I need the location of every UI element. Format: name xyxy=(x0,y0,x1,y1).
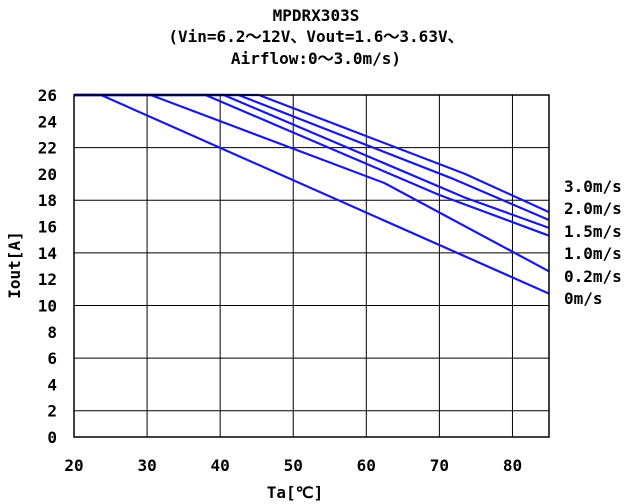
series-labels: 3.0m/s 2.0m/s 1.5m/s 1.0m/s 0.2m/s 0m/s xyxy=(564,177,622,308)
y-tick-label: 14 xyxy=(38,244,57,263)
series-label: 3.0m/s xyxy=(564,177,622,196)
chart-title-line-1: MPDRX303S xyxy=(272,6,360,25)
y-tick-label: 4 xyxy=(47,375,57,394)
series-label: 0m/s xyxy=(564,289,603,308)
x-tick-label: 20 xyxy=(64,456,83,475)
x-axis-label: Ta[℃] xyxy=(267,483,324,502)
x-tick-label: 40 xyxy=(211,456,230,475)
y-tick-label: 20 xyxy=(38,165,57,184)
x-tick-label: 50 xyxy=(284,456,303,475)
x-tick-label: 70 xyxy=(430,456,449,475)
y-tick-label: 6 xyxy=(47,349,57,368)
y-tick-label: 12 xyxy=(38,270,57,289)
y-tick-label: 18 xyxy=(38,191,57,210)
series-line-30ms xyxy=(74,93,550,214)
y-tick-label: 0 xyxy=(47,428,57,447)
x-tick-label: 80 xyxy=(503,456,522,475)
y-tick-label: 24 xyxy=(38,112,57,131)
series-line-0ms xyxy=(74,93,550,295)
plot-frame xyxy=(73,94,550,438)
y-tick-label: 22 xyxy=(38,139,57,158)
y-axis-label: Iout[A] xyxy=(5,231,24,298)
y-tick-label: 8 xyxy=(47,323,57,342)
series-lines xyxy=(74,93,550,295)
series-label: 1.5m/s xyxy=(564,222,622,241)
y-tick-label: 16 xyxy=(38,218,57,237)
y-tick-label: 2 xyxy=(47,402,57,421)
chart-title-line-2: (Vin=6.2～12V、Vout=1.6～3.63V、 xyxy=(168,27,464,46)
y-tick-label: 10 xyxy=(38,296,57,315)
series-label: 0.2m/s xyxy=(564,267,622,286)
y-tick-label: 26 xyxy=(38,86,57,105)
x-tick-label: 30 xyxy=(137,456,156,475)
series-label: 1.0m/s xyxy=(564,244,622,263)
chart-title-line-3: Airflow:0～3.0m/s) xyxy=(230,49,402,68)
grid xyxy=(74,94,549,437)
x-tick-label: 60 xyxy=(357,456,376,475)
series-line-02ms xyxy=(74,93,550,273)
series-label: 2.0m/s xyxy=(564,199,622,218)
